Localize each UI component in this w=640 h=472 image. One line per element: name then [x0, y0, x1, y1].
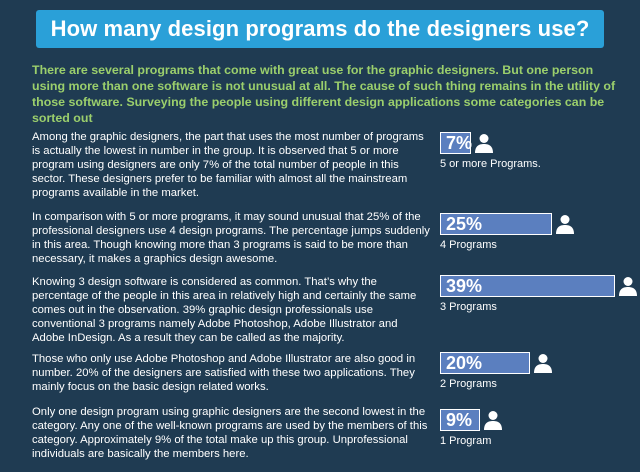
percent-bar: [440, 132, 471, 154]
percent-label: 7%: [446, 133, 473, 153]
percent-bar: [440, 409, 480, 431]
user-icon: [619, 277, 637, 296]
intro-paragraph: There are several programs that come wit…: [32, 63, 616, 125]
percent-bar: [440, 213, 552, 235]
percent-label: 20%: [446, 353, 483, 373]
section-text-1: Only one design program using graphic de…: [32, 406, 428, 460]
category-label: 2 Programs: [440, 378, 497, 390]
category-label: 5 or more Programs.: [440, 158, 541, 170]
percent-label: 25%: [446, 214, 483, 234]
percent-bar: [440, 352, 530, 374]
percent-bar: [440, 275, 615, 297]
user-icon: [556, 215, 574, 234]
section-text-3: Knowing 3 design software is considered …: [32, 276, 417, 344]
user-icon: [484, 411, 502, 430]
user-icon: [534, 354, 552, 373]
user-icon: [475, 134, 493, 153]
percent-label: 9%: [446, 410, 473, 430]
section-text-2: Those who only use Adobe Photoshop and A…: [32, 353, 416, 393]
page-title: How many design programs do the designer…: [50, 16, 590, 41]
category-label: 3 Programs: [440, 301, 497, 313]
section-text-4: In comparison with 5 or more programs, i…: [32, 211, 430, 265]
section-text-5-plus: Among the graphic designers, the part th…: [32, 131, 424, 199]
category-label: 1 Program: [440, 435, 492, 447]
title-banner: How many design programs do the designer…: [36, 10, 604, 48]
percent-label: 39%: [446, 276, 483, 296]
category-label: 4 Programs: [440, 239, 497, 251]
